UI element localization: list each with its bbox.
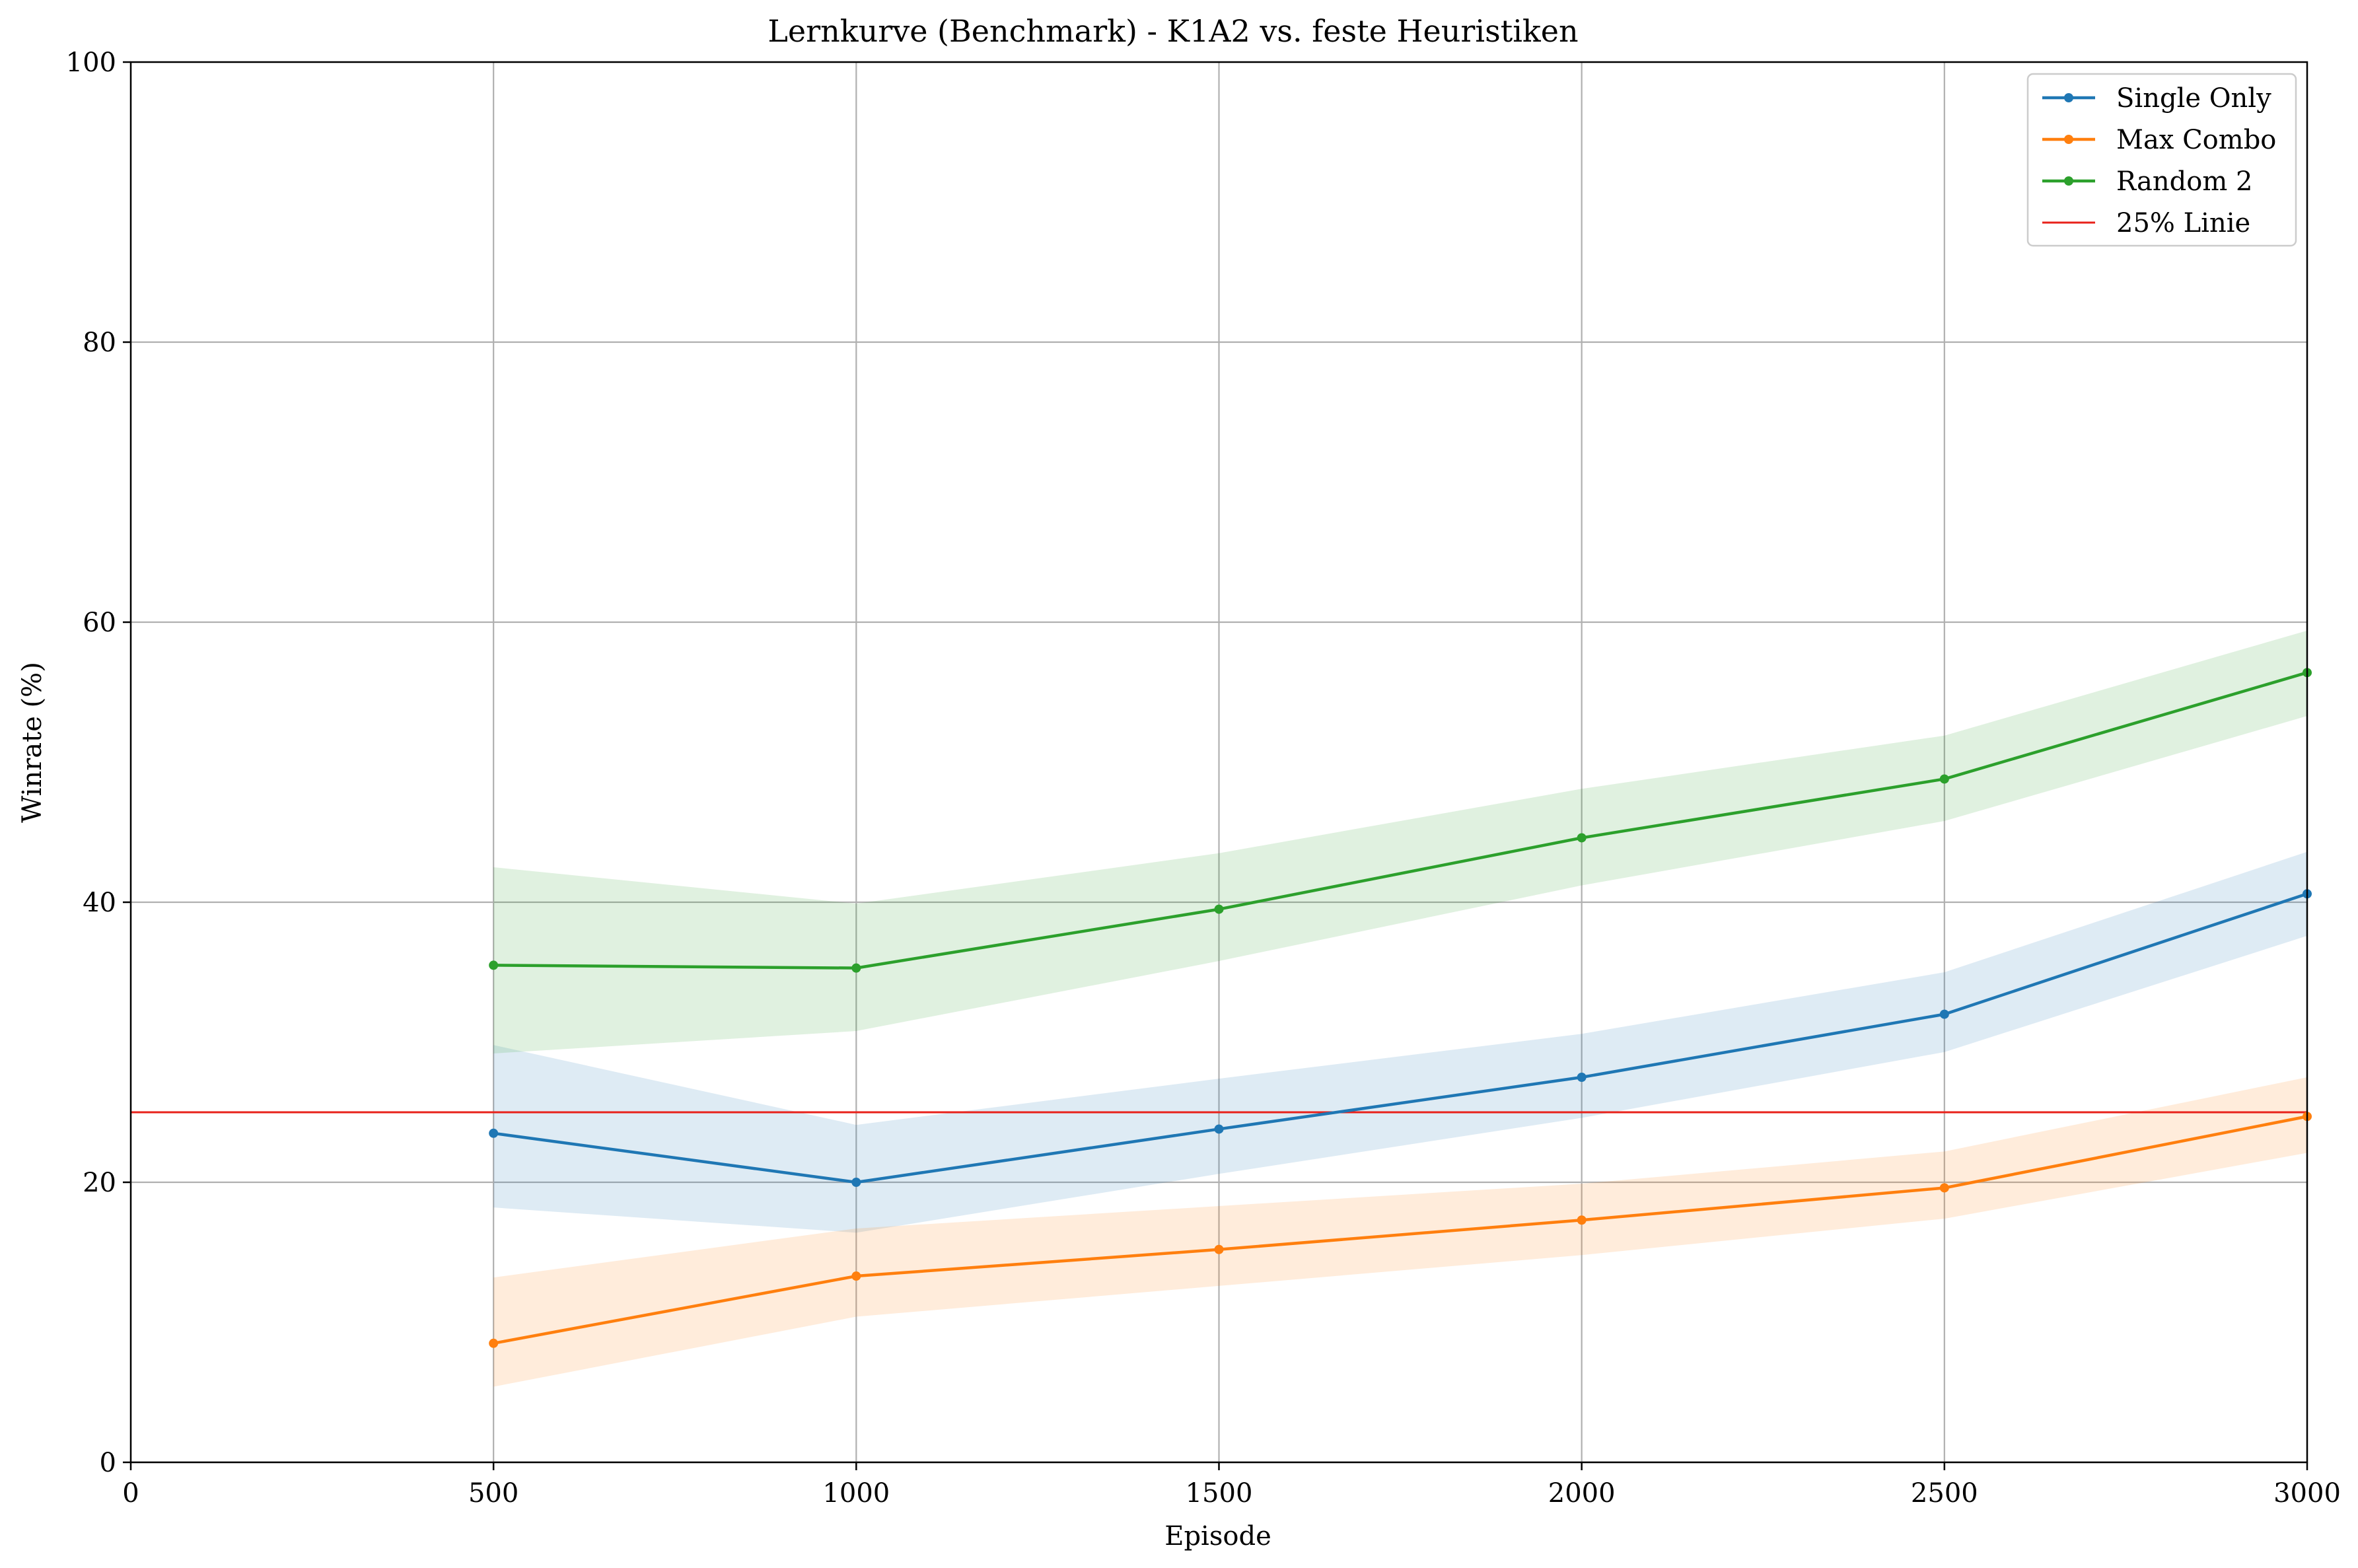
data-point	[1577, 1073, 1587, 1082]
data-point	[489, 1338, 499, 1348]
data-point	[1214, 1244, 1224, 1254]
confidence-bands	[493, 630, 2307, 1387]
confidence-band	[493, 1077, 2307, 1387]
confidence-band	[493, 851, 2307, 1233]
data-point	[1577, 1215, 1587, 1225]
series-group	[489, 889, 2312, 1187]
y-tick-label: 0	[100, 1448, 116, 1478]
confidence-band	[493, 630, 2307, 1053]
legend-box	[2026, 73, 2297, 247]
x-tick-label: 2500	[1911, 1478, 1978, 1509]
data-point	[489, 960, 499, 970]
legend-label: Max Combo	[2116, 125, 2276, 155]
x-tick-label: 3000	[2273, 1478, 2341, 1509]
x-tick-label: 2000	[1548, 1478, 1616, 1509]
y-tick-label: 60	[83, 608, 116, 638]
legend-label: 25% Linie	[2116, 208, 2250, 238]
y-tick-label: 80	[83, 328, 116, 358]
data-point	[1939, 1009, 1949, 1019]
series-line	[493, 671, 2308, 970]
y-tick-label: 100	[66, 48, 116, 78]
x-tick-label: 500	[468, 1478, 518, 1509]
x-tick-label: 0	[122, 1478, 139, 1509]
data-point	[851, 963, 861, 973]
series-line	[493, 1115, 2308, 1345]
data-point	[851, 1178, 861, 1187]
y-tick-label: 40	[83, 888, 116, 918]
data-point	[1577, 833, 1587, 843]
data-point	[489, 1128, 499, 1138]
series-group	[489, 668, 2312, 973]
x-tick-label: 1000	[822, 1478, 890, 1509]
legend-label: Single Only	[2116, 83, 2271, 114]
data-point	[1214, 1124, 1224, 1134]
data-point	[1939, 1183, 1949, 1193]
series-line	[493, 892, 2308, 1184]
data-point	[851, 1271, 861, 1281]
legend: Single Only Max Combo Random 2 25% Linie	[2026, 73, 2297, 247]
x-axis-label: Episode	[1164, 1521, 1271, 1551]
legend-marker	[2064, 93, 2073, 102]
data-point	[1939, 774, 1949, 784]
legend-marker	[2064, 135, 2073, 144]
legend-marker	[2064, 176, 2073, 186]
chart-title: Lernkurve (Benchmark) - K1A2 vs. feste H…	[768, 13, 1578, 49]
data-point	[1214, 904, 1224, 914]
legend-label: Random 2	[2116, 166, 2252, 197]
axis-ticks: 0 500 1000 1500 2000 2500 3000 0 20 40 60 80 100	[66, 48, 2341, 1509]
x-tick-label: 1500	[1186, 1478, 1253, 1509]
y-axis-label: Winrate (%)	[17, 662, 48, 823]
y-tick-label: 20	[83, 1168, 116, 1198]
